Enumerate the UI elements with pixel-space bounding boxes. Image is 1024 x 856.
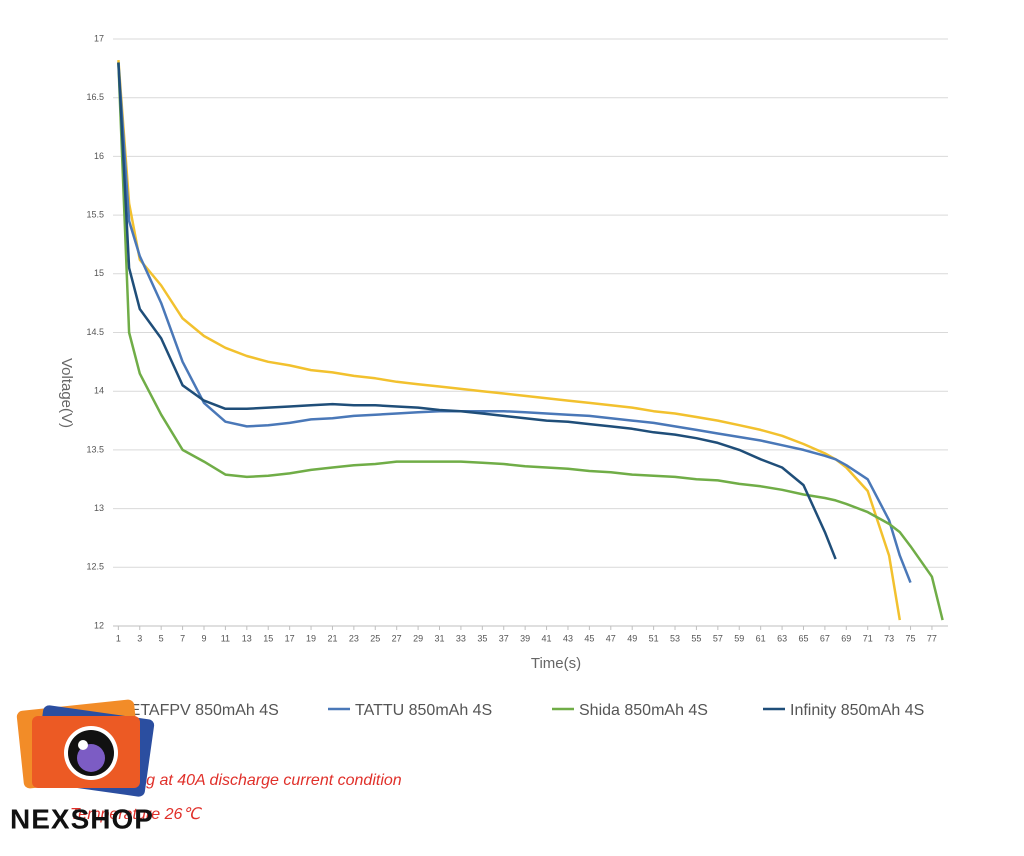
- x-tick-label: 7: [180, 633, 185, 643]
- x-tick-label: 23: [349, 633, 359, 643]
- y-tick-label: 16: [94, 151, 104, 161]
- x-tick-label: 63: [777, 633, 787, 643]
- x-tick-label: 49: [627, 633, 637, 643]
- y-tick-label: 16.5: [86, 92, 104, 102]
- x-tick-label: 1: [116, 633, 121, 643]
- y-tick-label: 14.5: [86, 327, 104, 337]
- x-tick-label: 57: [713, 633, 723, 643]
- x-tick-label: 9: [201, 633, 206, 643]
- x-tick-label: 17: [285, 633, 295, 643]
- series-line: [117, 62, 837, 560]
- x-tick-label: 61: [756, 633, 766, 643]
- x-tick-label: 65: [798, 633, 808, 643]
- legend-label: BETAFPV 850mAh 4S: [119, 702, 279, 719]
- x-tick-label: 35: [477, 633, 487, 643]
- y-tick-label: 12.5: [86, 562, 104, 572]
- series-line: [117, 62, 912, 584]
- x-tick-label: 13: [242, 633, 252, 643]
- x-tick-label: 5: [159, 633, 164, 643]
- annotation: Temperature 26℃: [70, 806, 202, 823]
- y-tick-label: 13.5: [86, 444, 104, 454]
- x-tick-label: 11: [221, 633, 230, 643]
- x-tick-label: 53: [670, 633, 680, 643]
- y-tick-label: 15.5: [86, 209, 104, 219]
- x-tick-label: 73: [884, 633, 894, 643]
- legend-label: Infinity 850mAh 4S: [790, 702, 924, 719]
- y-tick-label: 13: [94, 503, 104, 513]
- x-tick-label: 43: [563, 633, 573, 643]
- y-axis-label: Voltage(V): [58, 358, 75, 428]
- x-tick-label: 59: [734, 633, 744, 643]
- legend-label: TATTU 850mAh 4S: [355, 702, 492, 719]
- x-tick-label: 39: [520, 633, 530, 643]
- y-tick-label: 15: [94, 268, 104, 278]
- y-tick-label: 12: [94, 620, 104, 630]
- watermark: NEXSHOP: [10, 803, 154, 834]
- x-tick-label: 31: [434, 633, 444, 643]
- x-axis-label: Time(s): [531, 655, 581, 672]
- x-tick-label: 19: [306, 633, 316, 643]
- x-tick-label: 15: [263, 633, 273, 643]
- series-line: [117, 60, 902, 621]
- x-tick-label: 45: [584, 633, 594, 643]
- x-tick-label: 69: [841, 633, 851, 643]
- x-tick-label: 3: [137, 633, 142, 643]
- x-tick-label: 75: [906, 633, 916, 643]
- x-tick-label: 29: [413, 633, 423, 643]
- y-tick-label: 14: [94, 386, 104, 396]
- x-tick-label: 27: [392, 633, 402, 643]
- x-tick-label: 21: [327, 633, 337, 643]
- series-line: [117, 62, 944, 621]
- x-tick-label: 51: [649, 633, 659, 643]
- annotation: Testing at 40A discharge current conditi…: [104, 772, 402, 789]
- x-tick-label: 71: [863, 633, 873, 643]
- x-tick-label: 37: [499, 633, 509, 643]
- x-tick-label: 25: [370, 633, 380, 643]
- x-tick-label: 41: [542, 633, 552, 643]
- legend-label: Shida 850mAh 4S: [579, 702, 708, 719]
- logo-glint: [78, 740, 88, 750]
- x-tick-label: 47: [606, 633, 616, 643]
- logo: [16, 699, 155, 797]
- x-tick-label: 33: [456, 633, 466, 643]
- logo-lens-inner: [77, 744, 105, 772]
- x-tick-label: 55: [691, 633, 701, 643]
- x-tick-label: 67: [820, 633, 830, 643]
- y-tick-label: 17: [94, 33, 104, 43]
- x-tick-label: 77: [927, 633, 937, 643]
